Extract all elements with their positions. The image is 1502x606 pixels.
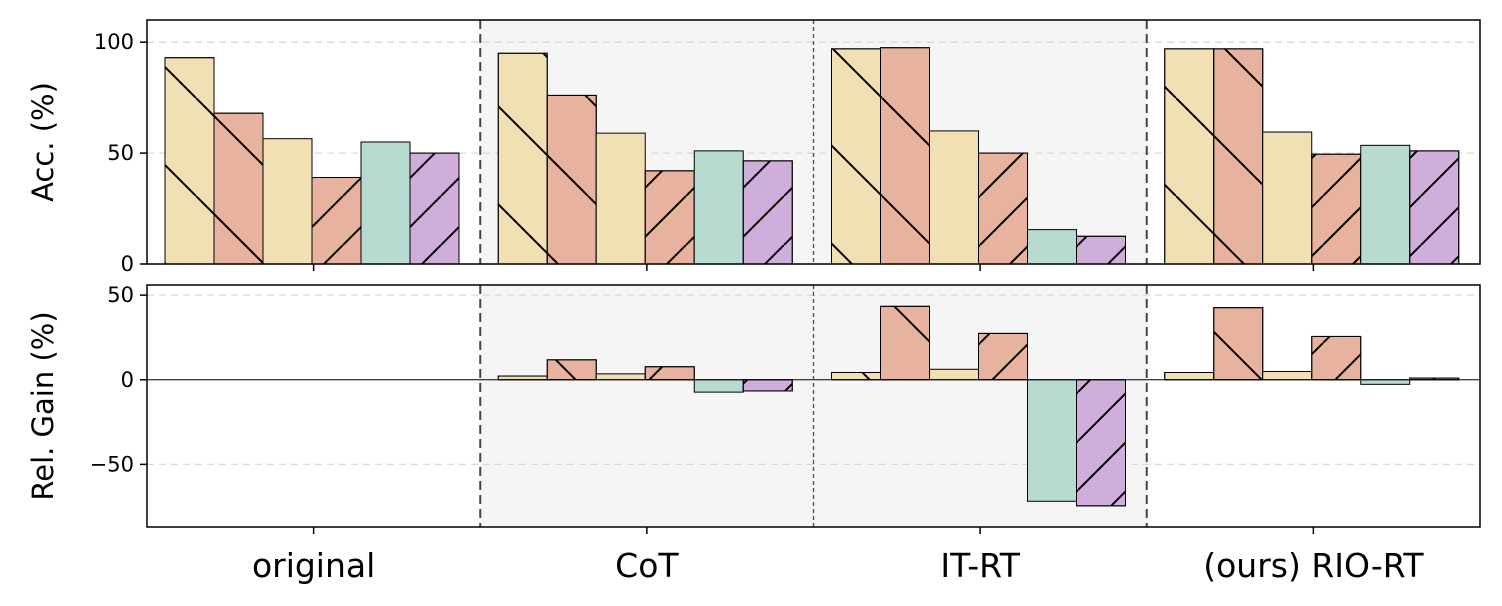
bar-hatch [1311, 335, 1362, 381]
bar-hatch [742, 379, 793, 392]
bar-hatch [497, 52, 548, 265]
bar-hatch [1213, 307, 1264, 381]
bar-hatch [497, 375, 548, 381]
y-tick-label: 100 [94, 30, 134, 54]
bar-hatch [978, 332, 1028, 381]
bar-hatch [1409, 150, 1460, 265]
bar [1360, 144, 1411, 265]
bar-hatch [1213, 48, 1264, 265]
relative-gain-axis-label: Rel. Gain (%) [26, 311, 60, 500]
bar [1027, 229, 1077, 265]
bar-hatch [831, 371, 881, 381]
bar [693, 150, 744, 265]
bar-hatch [546, 94, 597, 265]
category-label: (ours) RIO-RT [1203, 546, 1424, 585]
bar [929, 368, 979, 381]
y-tick-label: 0 [121, 252, 134, 276]
accuracy-axis-label: Acc. (%) [26, 82, 60, 202]
bar-hatch [644, 170, 695, 265]
bar [595, 373, 646, 381]
y-tick-label: 0 [121, 368, 134, 392]
accuracy-panel: 0 50 100 [94, 19, 1481, 276]
axes-frame [146, 284, 1481, 528]
bar-hatch [1311, 153, 1362, 265]
bar [262, 138, 313, 265]
bar-hatch [1164, 48, 1215, 265]
bar-hatch [880, 47, 930, 265]
bar-hatch [311, 176, 362, 265]
bar [595, 132, 646, 265]
bar-hatch [1076, 379, 1126, 507]
bar-hatch [546, 359, 597, 381]
bar-hatch [831, 48, 881, 265]
bar [693, 379, 744, 393]
bar-hatch [164, 57, 215, 265]
bar-hatch [880, 305, 930, 381]
bar-hatch [213, 112, 264, 265]
bar-hatch [644, 366, 695, 381]
bar-hatch [742, 160, 793, 265]
bar-hatch [1076, 235, 1126, 265]
bar [929, 130, 979, 265]
bar [1262, 131, 1313, 265]
y-tick-label: 50 [107, 141, 134, 165]
bar-hatch [409, 152, 460, 265]
y-tick-label: −50 [90, 452, 134, 476]
category-label: CoT [615, 546, 679, 585]
category-label: IT-RT [940, 546, 1020, 585]
bar [1262, 370, 1313, 381]
bar [1360, 379, 1411, 385]
y-tick-label: 50 [107, 283, 134, 307]
bar-hatch [978, 152, 1028, 265]
axes-frame [146, 19, 1481, 265]
bar [360, 141, 411, 265]
relative-gain-panel: −50 0 50 original CoT IT-RT (ours) RIO-RT [90, 283, 1481, 585]
bar [1027, 379, 1077, 502]
category-label: original [252, 546, 375, 585]
shaded-group-background [480, 285, 814, 527]
bar-hatch [1164, 371, 1215, 381]
